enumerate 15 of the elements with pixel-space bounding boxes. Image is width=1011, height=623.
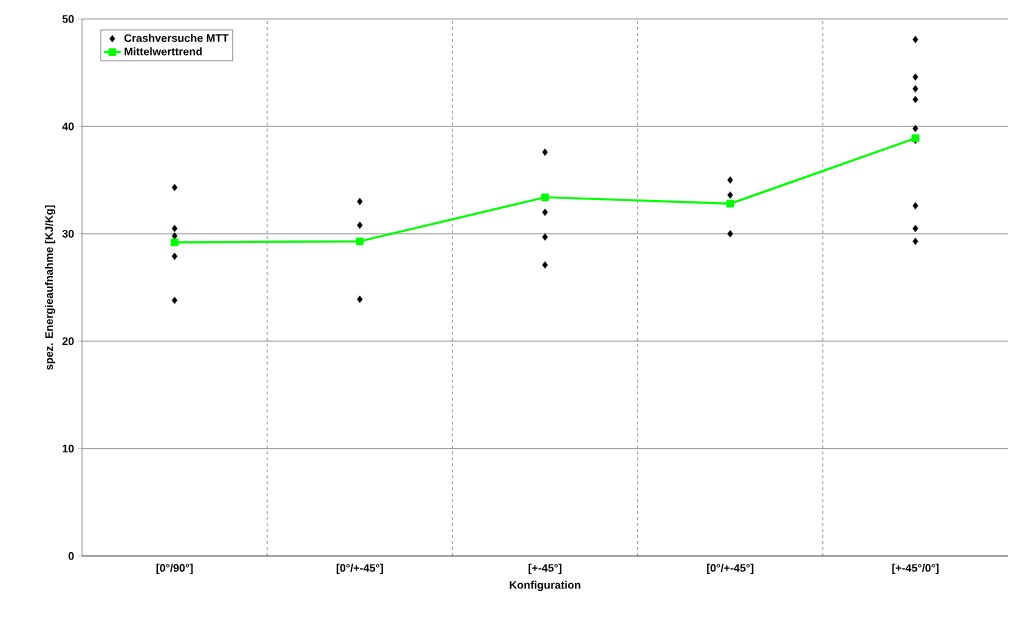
x-tick-label: [+-45°/0°] bbox=[892, 563, 939, 574]
y-axis-title: spez. Energieaufnahme [KJ/Kg] bbox=[44, 205, 56, 370]
y-tick-label: 20 bbox=[62, 337, 74, 346]
x-tick-label: [0°/+-45°] bbox=[336, 563, 383, 574]
y-tick-label: 30 bbox=[62, 229, 74, 238]
legend-label: Mittelwerttrend bbox=[124, 47, 202, 56]
y-tick-label: 40 bbox=[62, 122, 74, 131]
legend-label: Crashversuche MTT bbox=[124, 33, 229, 42]
x-tick-label: [0°/90°] bbox=[156, 563, 193, 574]
x-tick-label: [+-45°] bbox=[528, 563, 562, 574]
y-tick-label: 50 bbox=[62, 15, 74, 23]
y-tick-label: 10 bbox=[62, 444, 74, 453]
x-axis-title: Konfiguration bbox=[509, 580, 581, 592]
x-tick-label: [0°/+-45°] bbox=[707, 563, 754, 574]
y-tick-label: 0 bbox=[68, 552, 74, 560]
